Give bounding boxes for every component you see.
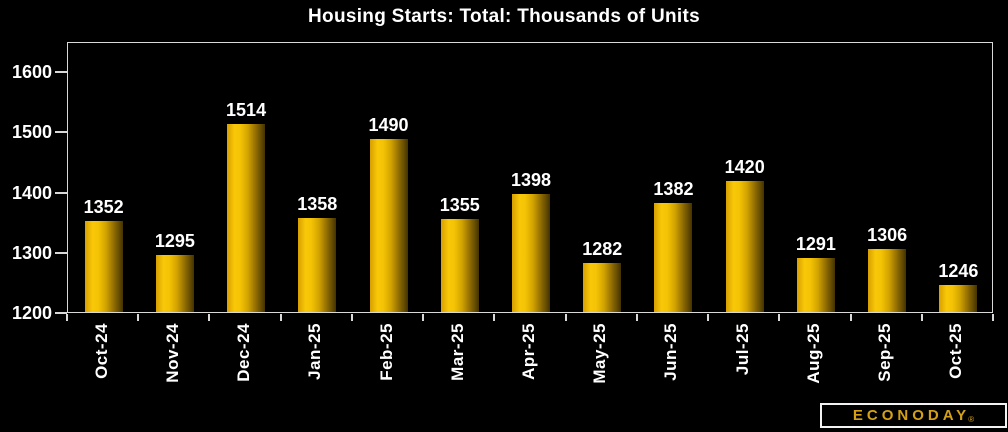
- bar-Oct-25: [939, 284, 978, 312]
- x-axis-tick: [66, 314, 68, 321]
- y-axis-label: 1200: [11, 303, 52, 323]
- x-axis-tick: [350, 314, 353, 321]
- x-axis-label: Jan-25: [305, 323, 325, 380]
- x-axis-tick: [564, 314, 567, 321]
- x-axis-tick: [422, 314, 425, 321]
- y-axis-label: 1600: [11, 62, 52, 83]
- bar-Jul-25: [725, 180, 764, 312]
- x-axis-tick: [208, 314, 211, 321]
- bar-value-label: 1246: [938, 260, 979, 281]
- bar-value-label: 1514: [226, 100, 267, 121]
- bar-value-label: 1490: [368, 114, 409, 135]
- x-axis-label: Aug-25: [803, 323, 823, 384]
- bar-value-label: 1291: [795, 233, 836, 254]
- x-axis-tick: [707, 314, 710, 321]
- y-axis-label: 1400: [11, 182, 52, 203]
- bar-value-label: 1358: [297, 193, 338, 214]
- x-axis-label: Apr-25: [519, 323, 538, 380]
- bar-Mar-25: [440, 219, 479, 312]
- y-axis-label: 1300: [11, 242, 52, 263]
- y-axis-tick: [55, 251, 67, 254]
- registered-mark-icon: ®: [968, 415, 975, 424]
- bar-value-label: 1355: [439, 195, 480, 216]
- bar-Apr-25: [512, 193, 550, 312]
- econoday-logo: ECONODAY ®: [820, 403, 1007, 428]
- bar-value-label: 1306: [867, 224, 908, 245]
- bar-value-label: 1295: [154, 231, 195, 252]
- y-axis-tick: [55, 131, 67, 134]
- x-axis-tick: [493, 314, 496, 321]
- x-axis-tick: [920, 314, 923, 321]
- x-axis-tick: [635, 314, 638, 321]
- y-axis-tick: [55, 191, 67, 194]
- bar-value-label: 1382: [653, 179, 694, 200]
- x-axis-tick: [279, 314, 282, 321]
- bar-value-label: 1352: [83, 197, 124, 218]
- bar-Nov-24: [155, 255, 194, 312]
- bar-value-label: 1282: [582, 238, 623, 259]
- bar-May-25: [583, 262, 622, 312]
- x-axis-label: Mar-25: [447, 323, 467, 381]
- y-axis-label: 1500: [11, 122, 52, 143]
- x-axis-tick: [992, 314, 994, 321]
- bar-value-label: 1420: [724, 156, 765, 177]
- bar-Jan-25: [298, 217, 337, 312]
- x-axis-label: Sep-25: [875, 323, 895, 382]
- x-axis-label: Dec-24: [234, 323, 254, 382]
- x-axis-label: Jul-25: [732, 323, 752, 376]
- x-axis-label: Jun-25: [661, 323, 681, 381]
- x-axis-tick: [137, 314, 140, 321]
- bar-Sep-25: [868, 248, 907, 312]
- x-axis-label: Oct-25: [946, 323, 966, 379]
- x-axis-tick: [849, 314, 852, 321]
- x-axis-label: May-25: [590, 323, 610, 384]
- y-axis-tick: [55, 312, 67, 314]
- x-axis-label: Feb-25: [376, 323, 396, 381]
- bar-Jun-25: [654, 203, 693, 312]
- chart-title: Housing Starts: Total: Thousands of Unit…: [308, 6, 700, 27]
- logo-text: ECONODAY: [852, 407, 971, 424]
- x-axis-label: Nov-24: [162, 323, 182, 383]
- bar-Feb-25: [369, 138, 408, 312]
- y-axis-tick: [55, 71, 67, 74]
- bar-Oct-24: [84, 221, 123, 312]
- x-axis-label: Oct-24: [91, 323, 111, 379]
- bar-Aug-25: [796, 257, 835, 312]
- x-axis-tick: [778, 314, 781, 321]
- bar-Dec-24: [227, 124, 266, 312]
- plot-area: 1352 1295 1514 1358 1490 1355 1398 1282 1382 1420…: [67, 42, 993, 313]
- bar-value-label: 1398: [510, 169, 552, 190]
